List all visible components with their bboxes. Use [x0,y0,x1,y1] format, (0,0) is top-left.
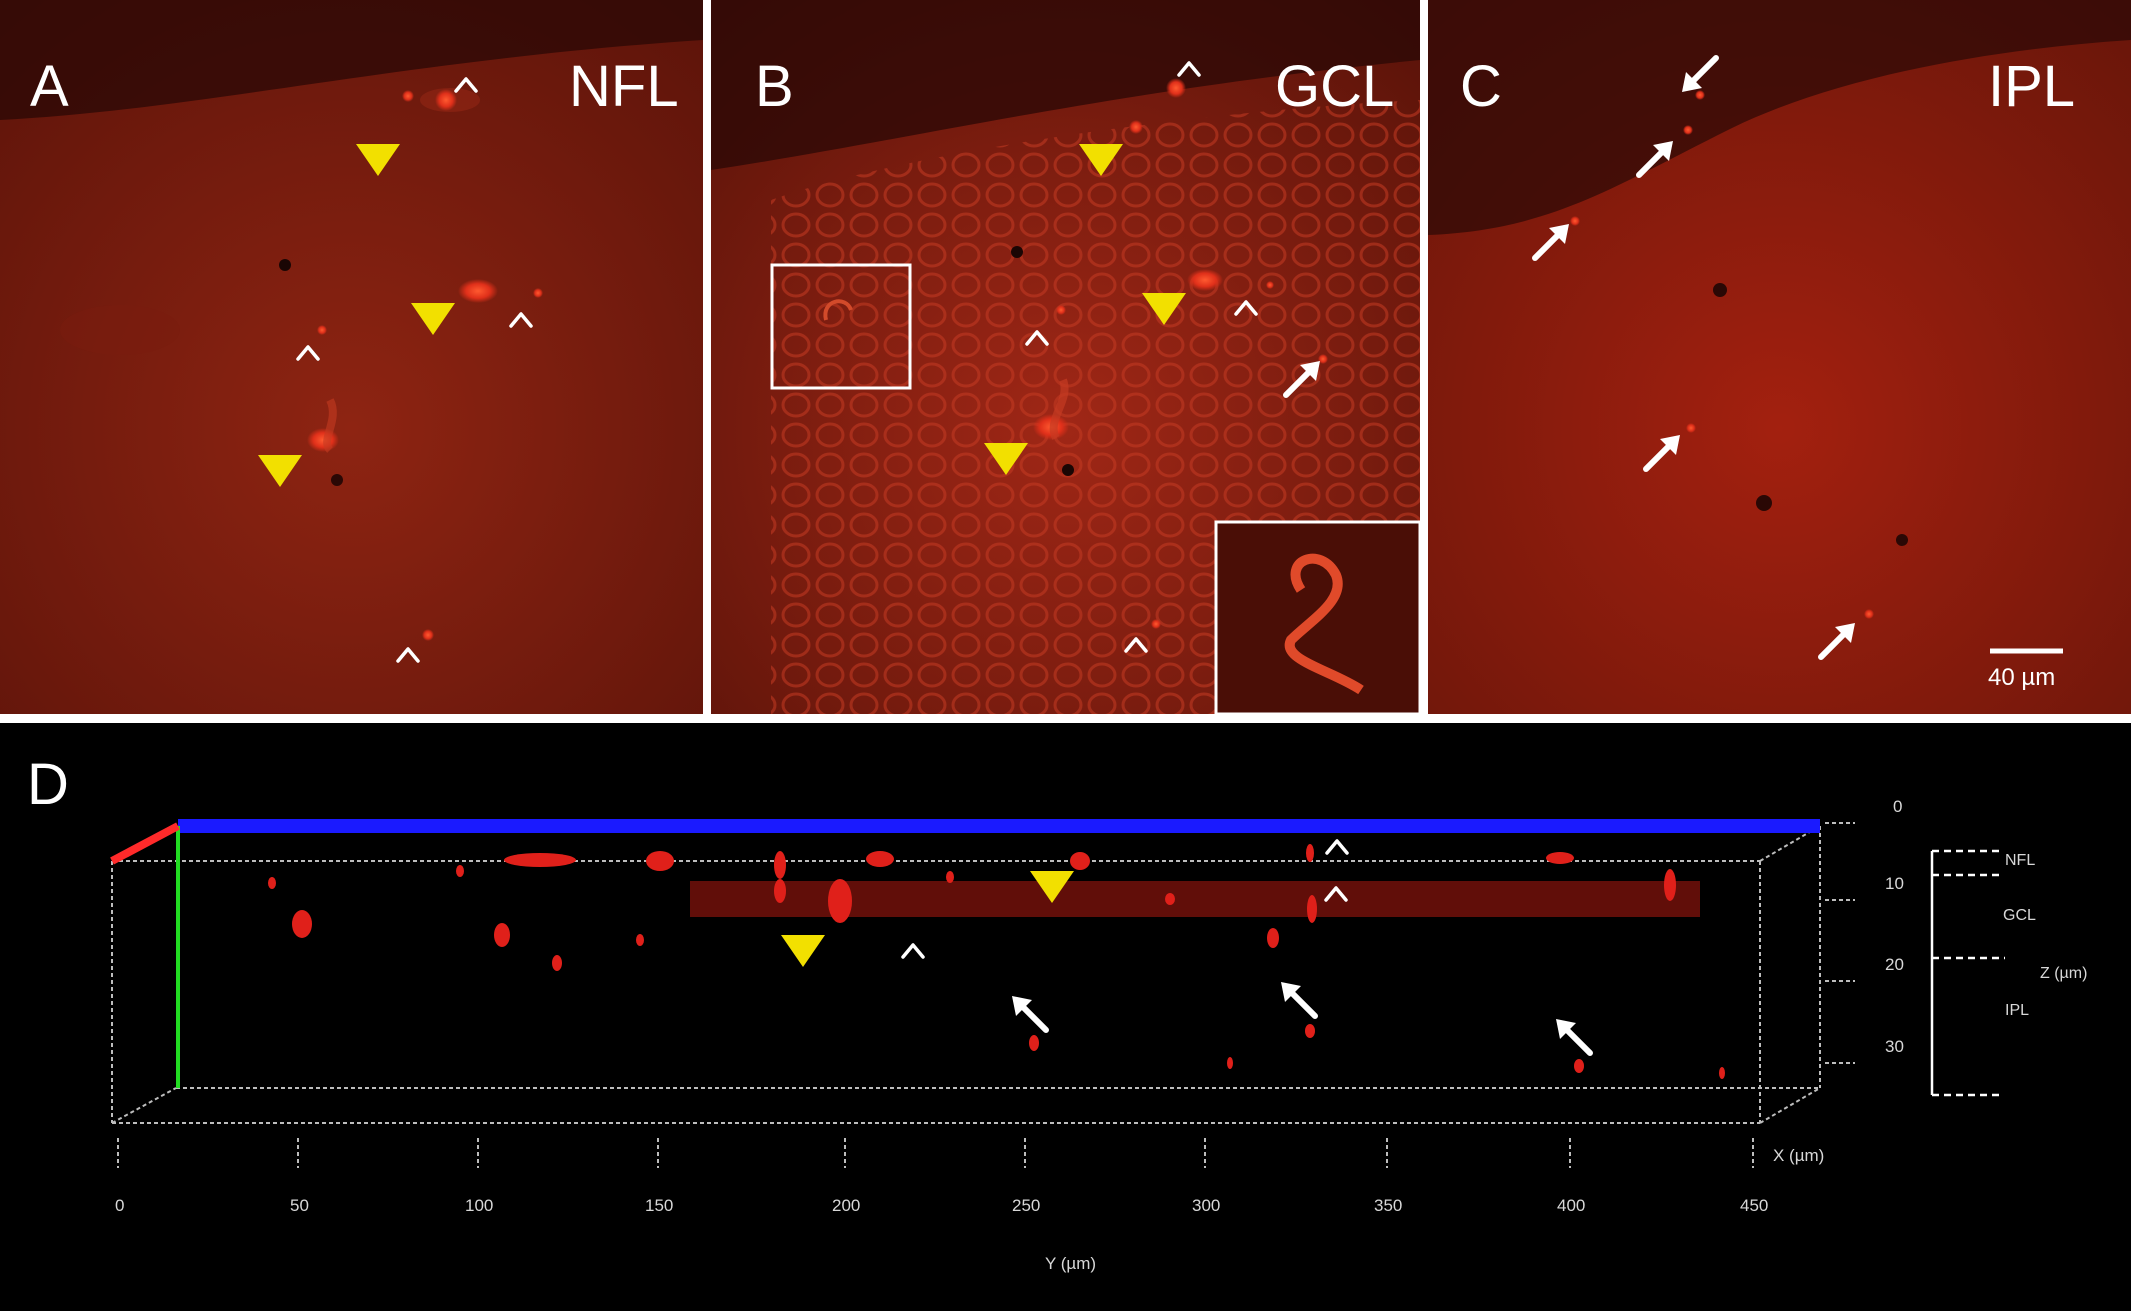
y-axis-label: Y (µm) [1045,1254,1097,1273]
cell-soma [435,89,457,111]
z-axis-ticks [1825,822,1855,1064]
y-tick-label: 400 [1557,1196,1586,1215]
volume-depth-axis [110,822,180,865]
y-tick-label: 350 [1374,1196,1403,1215]
stained-layer-band [690,881,1700,917]
layer-label-gcl: GCL [2003,907,2036,924]
y-tick-label: 200 [832,1196,861,1215]
y-tick-label: 0 [115,1196,125,1215]
white-arrow-icon [1281,982,1315,1016]
white-arrow-icon [1012,996,1046,1030]
panel-d-letter: D [27,752,69,817]
layer-bracket [1930,849,2005,1097]
z-tick-label: 30 [1885,1037,1904,1056]
panel-a: A NFL [0,0,703,714]
panel-a-letter: A [30,54,69,119]
panel-c: C IPL 40 µm [1428,0,2131,714]
layer-label-ipl: IPL [2005,1002,2030,1019]
cell-process [1029,1035,1039,1051]
z-tick-label: 0 [1893,797,1903,816]
panel-d: D 0 50 100 150 200 250 300 350 400 450 Y… [0,723,2131,1311]
panel-c-micrograph [1428,0,2131,714]
z-tick-label: 20 [1885,955,1904,974]
y-tick-label: 300 [1192,1196,1221,1215]
panel-c-layer: IPL [1988,54,2076,119]
white-arrow-icon [1556,1019,1590,1053]
panel-b-layer: GCL [1275,54,1395,119]
z-axis-label: Z (µm) [2040,965,2088,982]
panel-b-letter: B [755,54,794,119]
panel-b-micrograph [711,0,1420,714]
y-tick-label: 250 [1012,1196,1041,1215]
scale-bar-label: 40 µm [1988,664,2056,691]
x-axis-label: X (µm) [1773,1146,1825,1165]
filled-triangle-icon [781,935,825,967]
y-tick-label: 450 [1740,1196,1769,1215]
panel-a-micrograph [0,0,703,714]
panel-b: B GCL [711,0,1420,714]
cell-soma [307,428,339,452]
y-tick-label: 50 [290,1196,309,1215]
volume-bounding-box [111,825,1821,1124]
y-axis-ticks [117,1138,1754,1168]
open-chevron-icon [901,943,925,959]
y-tick-label: 100 [465,1196,494,1215]
inset-source-box [770,263,912,390]
panel-d-3d-volume [110,819,2005,1168]
layer-label-nfl: NFL [2005,852,2036,869]
cell-soma [458,279,498,303]
open-chevron-icon [1325,839,1349,855]
panel-c-letter: C [1460,54,1502,119]
panel-a-layer: NFL [569,54,679,119]
y-tick-label: 150 [645,1196,674,1215]
z-tick-label: 10 [1885,874,1904,893]
